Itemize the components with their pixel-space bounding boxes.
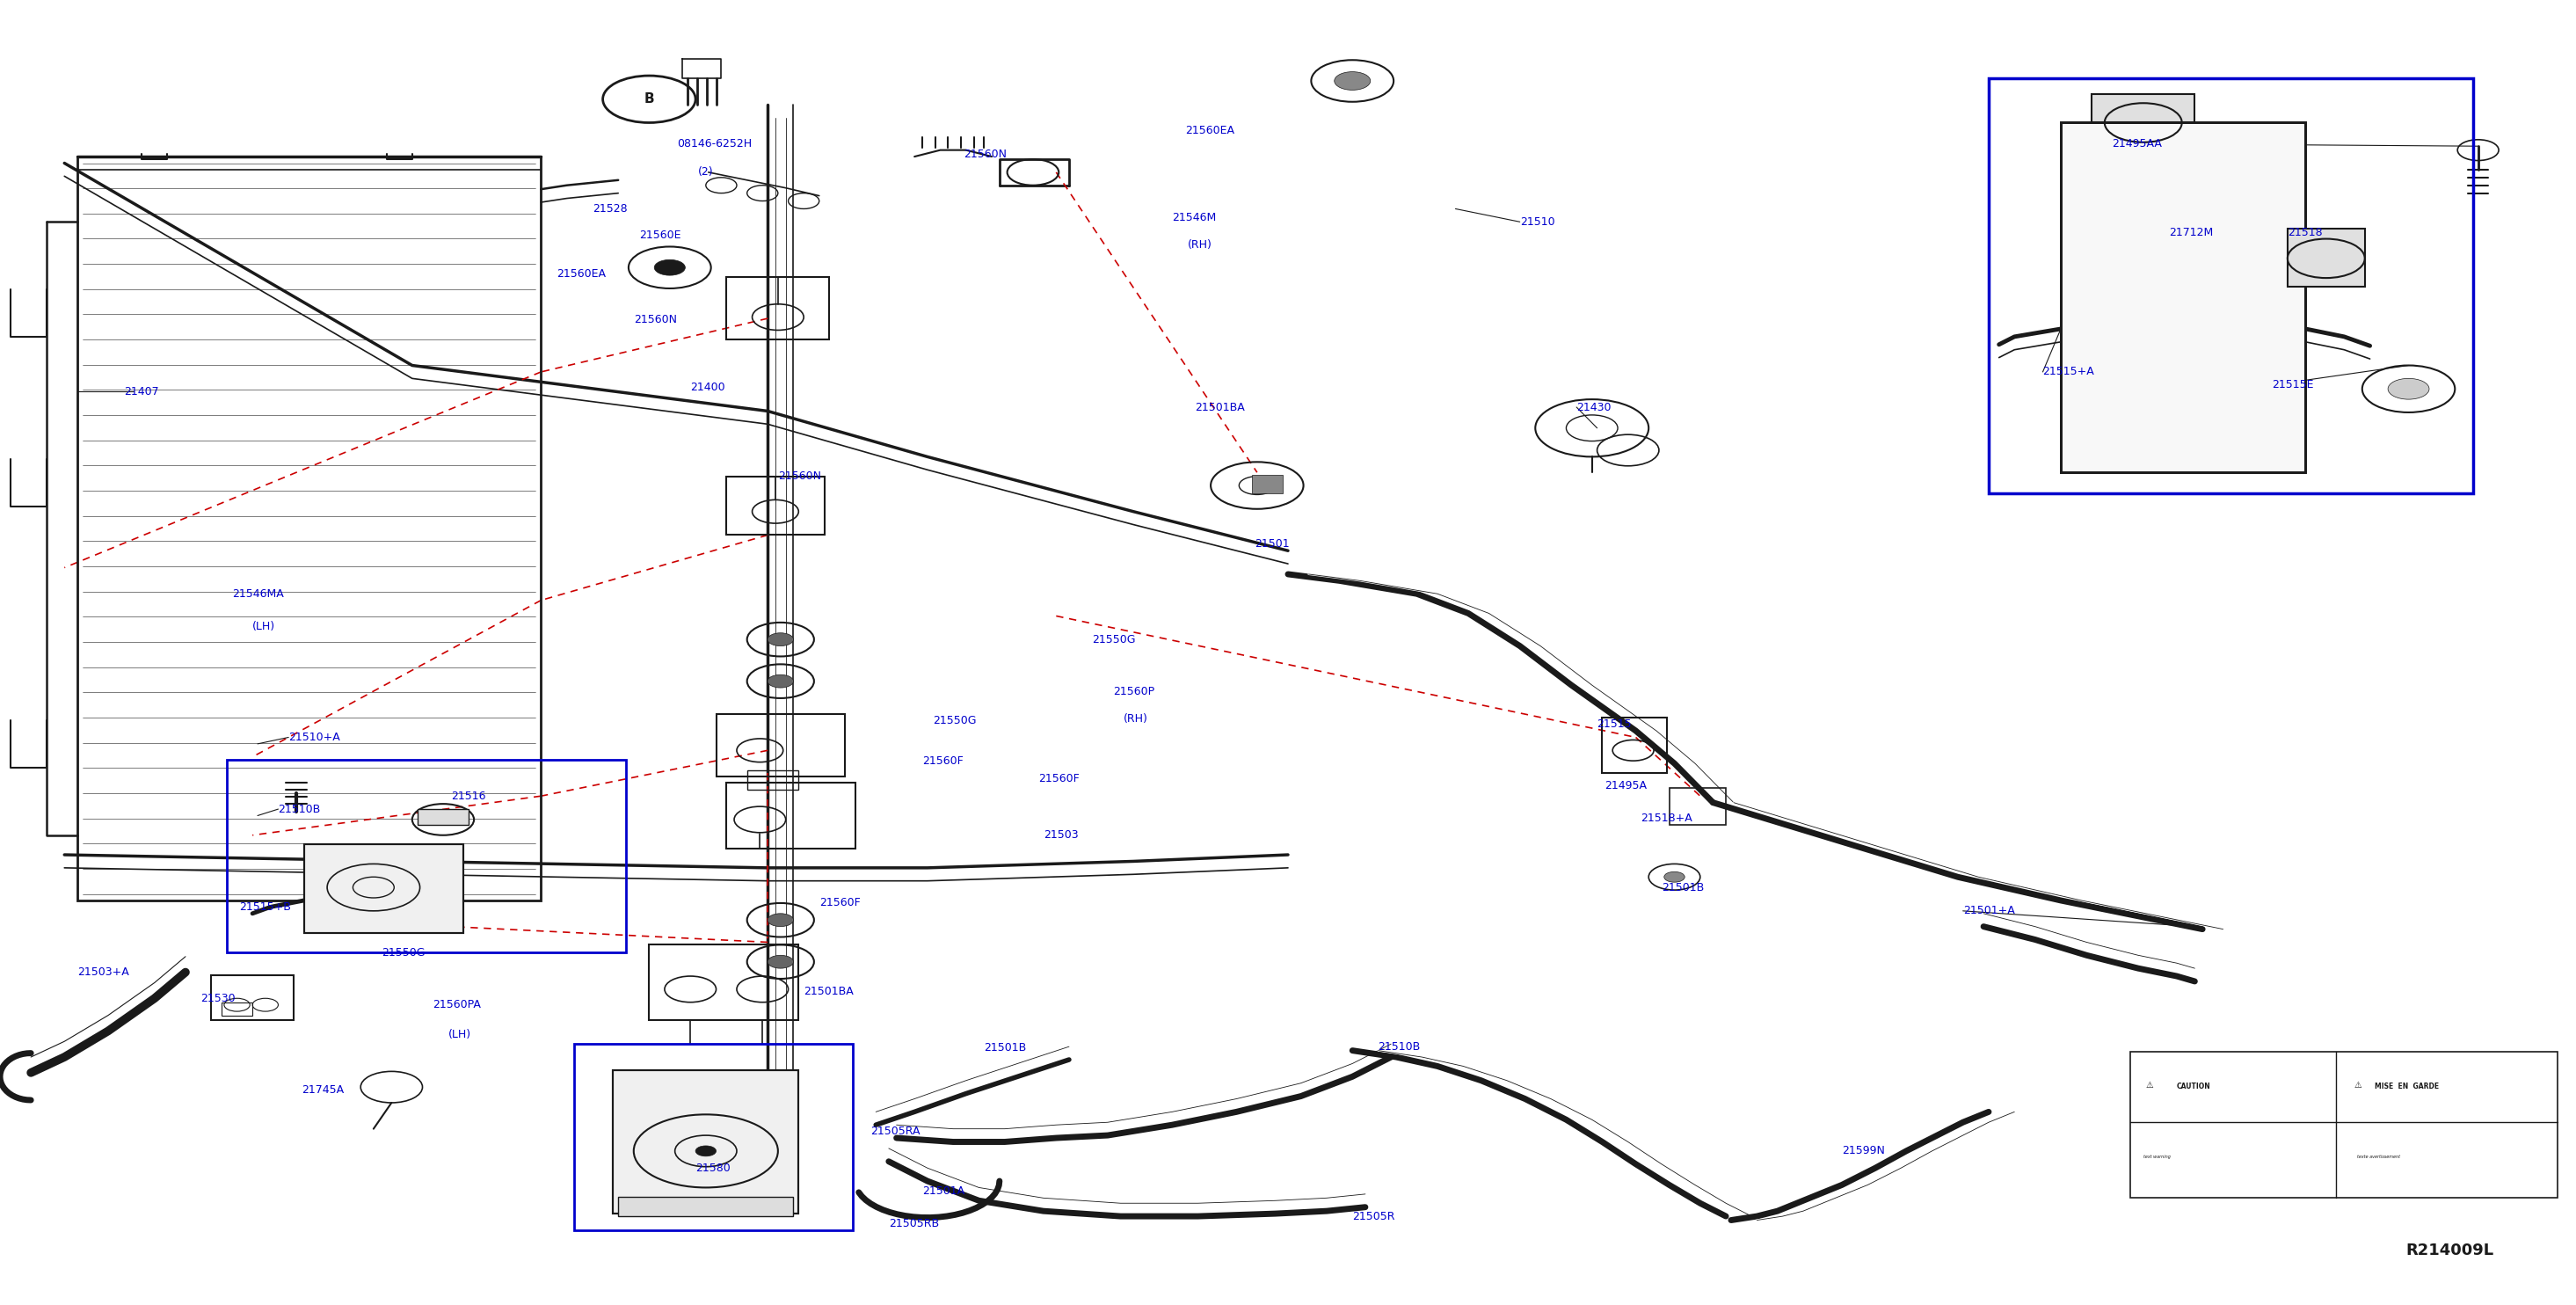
Bar [2061, 123, 2306, 472]
Text: 21510+A: 21510+A [289, 732, 340, 743]
Text: ⚠: ⚠ [2146, 1081, 2154, 1090]
Text: (LH): (LH) [252, 621, 276, 632]
Text: 21528: 21528 [592, 204, 629, 214]
Bar [747, 770, 799, 790]
Text: 21560EA: 21560EA [1185, 125, 1234, 136]
Bar [649, 945, 799, 1021]
Text: 21505R: 21505R [1352, 1211, 1396, 1221]
Bar [1669, 788, 1726, 825]
Bar [1989, 78, 2473, 493]
Text: 21560F: 21560F [922, 756, 963, 766]
Text: 21560EA: 21560EA [556, 269, 605, 279]
Bar [726, 476, 824, 535]
Text: 21560E: 21560E [639, 230, 680, 240]
Bar [618, 1197, 793, 1216]
Circle shape [1334, 72, 1370, 90]
Text: 21501+A: 21501+A [1963, 906, 2014, 916]
Text: (2): (2) [698, 167, 714, 177]
Text: 21550G: 21550G [381, 947, 425, 958]
Text: 21745A: 21745A [301, 1084, 343, 1095]
Text: 21518: 21518 [2287, 227, 2324, 238]
Circle shape [696, 1146, 716, 1156]
Text: 21501BA: 21501BA [804, 987, 853, 997]
Text: 21503+A: 21503+A [77, 967, 129, 977]
Text: MISE  EN  GARDE: MISE EN GARDE [2375, 1083, 2439, 1091]
Text: 21501B: 21501B [1662, 882, 1703, 893]
Text: 21560N: 21560N [634, 315, 677, 325]
Text: 21505RB: 21505RB [889, 1219, 938, 1229]
Bar [2130, 1052, 2558, 1198]
Bar [304, 844, 464, 933]
Text: 21407: 21407 [124, 386, 160, 397]
Text: 21550G: 21550G [1092, 634, 1136, 645]
Text: 21505RA: 21505RA [871, 1126, 920, 1137]
Text: 21560PA: 21560PA [433, 1000, 482, 1010]
Text: 21501: 21501 [1255, 539, 1291, 549]
Bar [2287, 228, 2365, 287]
Text: 08146-6252H: 08146-6252H [677, 138, 752, 149]
Text: 21515E: 21515E [2272, 380, 2313, 390]
Text: 21515+A: 21515+A [2043, 367, 2094, 377]
Bar [574, 1044, 853, 1231]
Text: 21580: 21580 [696, 1163, 732, 1173]
Text: text warning: text warning [2143, 1155, 2172, 1159]
Text: 21501BA: 21501BA [1195, 402, 1244, 412]
Bar [726, 277, 829, 339]
Polygon shape [417, 809, 469, 825]
Circle shape [768, 955, 793, 968]
Bar [222, 1002, 252, 1015]
Text: 21515: 21515 [1597, 719, 1633, 729]
Text: CAUTION: CAUTION [2177, 1083, 2210, 1091]
Bar [304, 844, 464, 933]
Circle shape [1664, 872, 1685, 882]
Text: 21510: 21510 [1520, 217, 1556, 227]
Bar [77, 157, 541, 900]
Text: texte avertissement: texte avertissement [2357, 1155, 2401, 1159]
Text: R214009L: R214009L [2406, 1242, 2494, 1258]
Text: 21546MA: 21546MA [232, 589, 283, 599]
Text: 21501B: 21501B [984, 1043, 1025, 1053]
Bar [2061, 123, 2306, 472]
Bar [227, 760, 626, 953]
Bar [726, 783, 855, 848]
Circle shape [2388, 378, 2429, 399]
Text: 21503: 21503 [1043, 830, 1079, 840]
Bar [1602, 718, 1667, 773]
Text: 21495AA: 21495AA [2112, 138, 2161, 149]
Text: 21400: 21400 [690, 382, 726, 393]
Text: 21560N: 21560N [778, 471, 822, 482]
Text: (LH): (LH) [448, 1030, 471, 1040]
Text: 21516: 21516 [451, 791, 484, 801]
Circle shape [768, 675, 793, 688]
Text: 21430: 21430 [1577, 402, 1610, 412]
Text: 21501A: 21501A [922, 1186, 963, 1197]
Bar [716, 714, 845, 776]
Bar [613, 1070, 799, 1214]
Text: 21599N: 21599N [1842, 1146, 1886, 1156]
Text: 21560F: 21560F [819, 898, 860, 908]
Circle shape [768, 914, 793, 927]
Text: 21510B: 21510B [278, 804, 319, 814]
Text: 21560N: 21560N [963, 149, 1007, 159]
Text: 21560F: 21560F [1038, 774, 1079, 784]
Bar [2092, 94, 2195, 123]
Text: B: B [644, 93, 654, 106]
Text: 21550G: 21550G [933, 715, 976, 726]
Circle shape [768, 633, 793, 646]
Circle shape [654, 260, 685, 275]
Bar [613, 1070, 799, 1214]
Text: 21712M: 21712M [2169, 227, 2213, 238]
Text: 21546M: 21546M [1172, 213, 1216, 223]
Text: 21515+B: 21515+B [240, 902, 291, 912]
Text: 21530: 21530 [201, 993, 237, 1004]
Bar [1252, 475, 1283, 493]
Bar [211, 975, 294, 1021]
Text: 21510B: 21510B [1378, 1041, 1419, 1052]
Text: 21518+A: 21518+A [1641, 813, 1692, 823]
Text: (RH): (RH) [1123, 714, 1149, 724]
Text: 21560P: 21560P [1113, 686, 1154, 697]
Text: ⚠: ⚠ [2354, 1081, 2362, 1090]
Text: 21495A: 21495A [1605, 780, 1646, 791]
Text: (RH): (RH) [1188, 240, 1213, 251]
